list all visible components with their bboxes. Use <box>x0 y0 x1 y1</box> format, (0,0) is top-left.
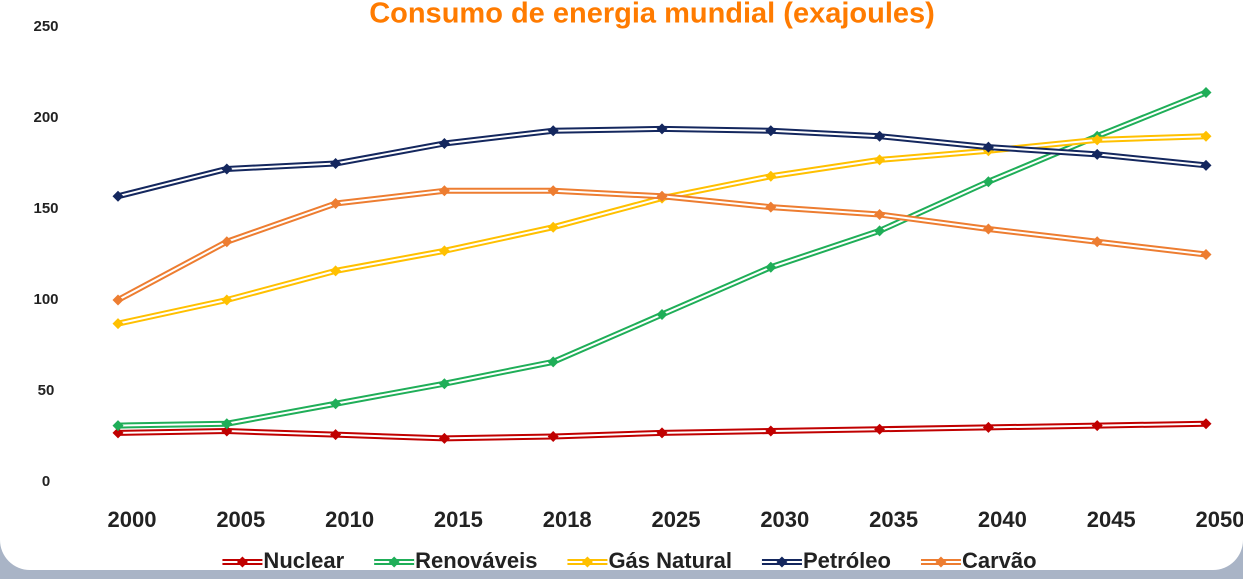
legend-label: Petróleo <box>803 548 891 573</box>
data-point <box>547 125 559 137</box>
data-point <box>547 185 559 197</box>
data-point <box>112 294 124 306</box>
legend-marker <box>581 556 593 568</box>
data-point <box>112 420 124 432</box>
data-point <box>221 425 233 437</box>
data-point <box>1091 134 1103 146</box>
x-tick-label: 2010 <box>325 507 374 532</box>
data-point <box>221 294 233 306</box>
data-point <box>547 431 559 442</box>
data-point <box>112 427 124 439</box>
data-point <box>438 378 450 390</box>
data-point <box>765 125 777 137</box>
data-point <box>330 265 342 277</box>
x-tick-label: 2018 <box>543 507 592 532</box>
data-point <box>330 398 342 410</box>
legend-marker <box>776 556 788 568</box>
x-tick-label: 2040 <box>978 507 1027 532</box>
data-point <box>438 245 450 257</box>
y-tick-label: 200 <box>33 109 58 126</box>
x-tick-label: 2015 <box>434 507 483 532</box>
data-point <box>874 225 886 237</box>
legend-label: Renováveis <box>415 548 537 573</box>
y-tick-label: 250 <box>33 18 58 35</box>
data-point <box>874 208 886 220</box>
data-point <box>1200 159 1212 171</box>
x-tick-label: 2035 <box>869 507 918 532</box>
data-point <box>765 425 777 437</box>
x-tick-label: 2045 <box>1087 507 1136 532</box>
data-point <box>982 141 994 153</box>
legend: Nuclear Renováveis Gás Natural Petróleo Carv… <box>222 548 1037 573</box>
data-point <box>656 190 668 202</box>
data-point <box>656 123 668 135</box>
data-point <box>438 137 450 149</box>
data-point <box>330 429 342 441</box>
data-point <box>1091 420 1103 432</box>
data-point <box>1091 236 1103 248</box>
legend-marker <box>388 556 400 568</box>
data-point <box>112 318 124 330</box>
data-point <box>221 418 233 430</box>
data-point <box>765 261 777 273</box>
x-tick-label: 2005 <box>216 507 265 532</box>
data-point <box>221 163 233 175</box>
x-tick-label: 2030 <box>760 507 809 532</box>
x-tick-label: 2000 <box>108 507 157 532</box>
data-point <box>874 423 886 435</box>
legend-marker <box>935 556 947 568</box>
data-point <box>1200 130 1212 142</box>
data-point <box>438 432 450 444</box>
legend-marker <box>236 556 248 568</box>
data-point <box>1200 249 1212 260</box>
data-point <box>982 421 994 433</box>
data-point <box>874 130 886 142</box>
data-point <box>112 190 124 202</box>
data-point <box>656 427 668 439</box>
y-tick-label: 150 <box>33 200 58 217</box>
data-point <box>221 236 233 248</box>
y-tick-label: 50 <box>38 382 55 399</box>
chart-title: Consumo de energia mundial (exajoules) <box>369 0 935 30</box>
legend-label: Carvão <box>962 548 1037 573</box>
data-point <box>765 170 777 182</box>
x-tick-label: 2025 <box>652 507 701 532</box>
data-point <box>1200 418 1212 430</box>
data-point <box>547 356 559 368</box>
data-point <box>330 158 342 169</box>
data-point <box>765 201 777 213</box>
y-tick-label: 100 <box>33 291 58 308</box>
data-point <box>982 223 994 235</box>
data-point <box>982 176 994 188</box>
y-tick-label: 0 <box>42 473 50 490</box>
data-point <box>1091 148 1103 160</box>
data-point <box>330 198 342 210</box>
data-point <box>656 309 668 321</box>
data-point <box>1200 87 1212 99</box>
data-point <box>547 221 559 233</box>
x-tick-label: 2050 <box>1196 507 1243 532</box>
data-point <box>438 185 450 197</box>
legend-label: Gás Natural <box>608 548 732 573</box>
legend-label: Nuclear <box>263 548 344 573</box>
data-point <box>874 154 886 166</box>
